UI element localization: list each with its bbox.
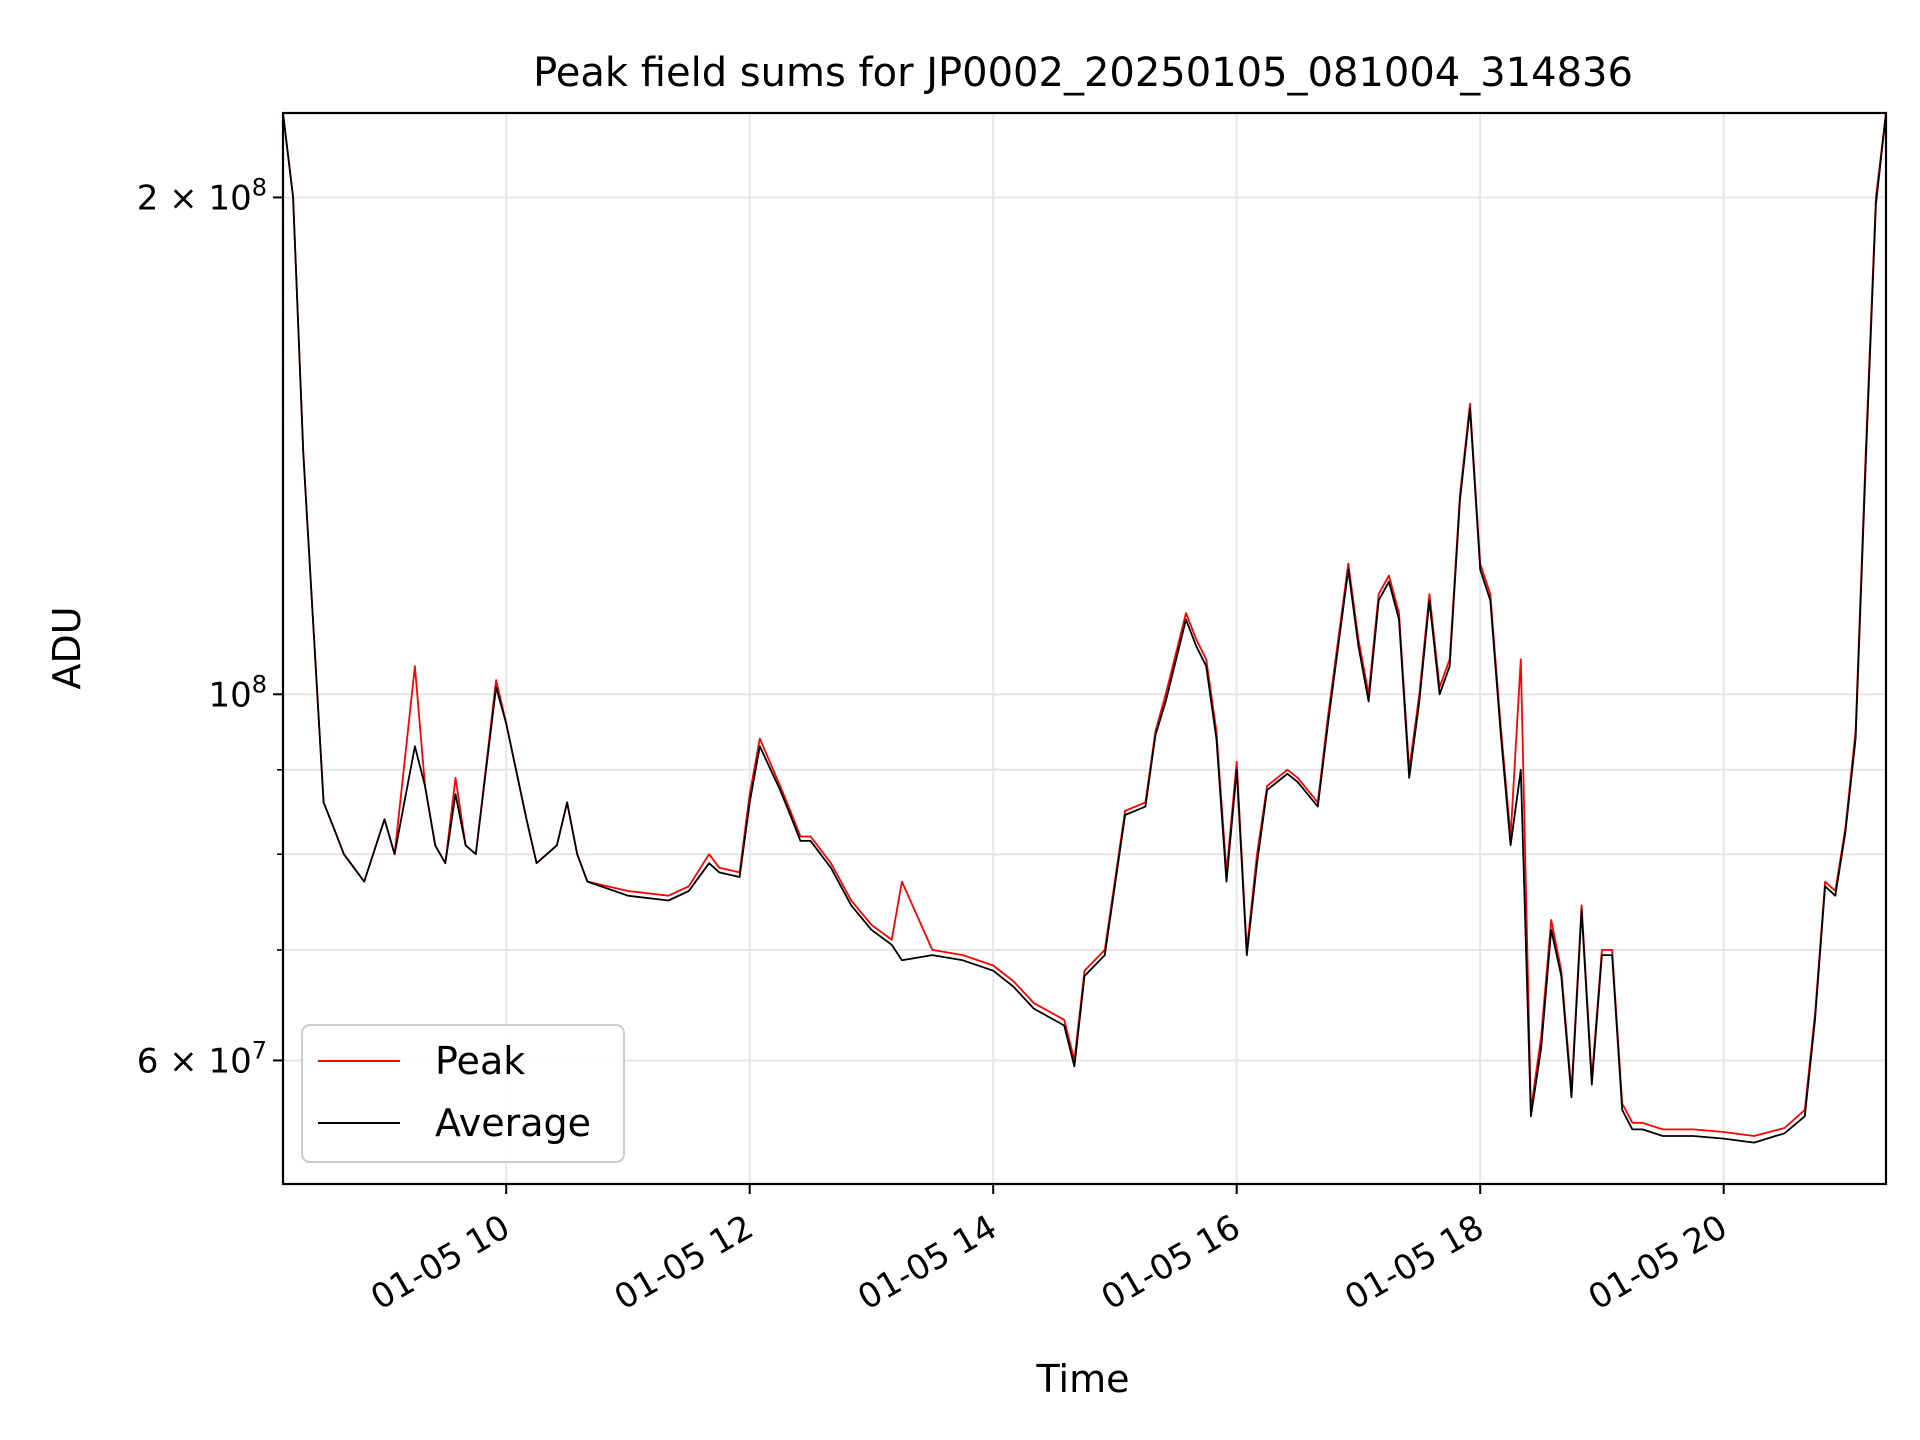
- series-line-average: [283, 113, 1886, 1144]
- y-tick-label-part: 6 ×: [137, 1041, 209, 1081]
- legend-label-peak: Peak: [435, 1039, 525, 1083]
- chart-title: Peak field sums for JP0002_20250105_0810…: [533, 50, 1633, 96]
- plot-series: [283, 113, 1886, 1144]
- y-tick-label-part: 2 ×: [137, 178, 209, 218]
- legend: Peak Average: [301, 1024, 625, 1163]
- y-axis-label: ADU: [45, 606, 89, 689]
- x-axis-label: Time: [1036, 1357, 1130, 1401]
- y-tick-label: 2 × 108: [137, 173, 267, 218]
- y-tick-label-part: 10: [208, 178, 251, 218]
- grid: [283, 113, 1886, 1184]
- y-tick-label-part: 10: [208, 675, 251, 715]
- y-tick-label: 6 × 107: [137, 1036, 267, 1081]
- y-tick-exponent: 8: [252, 670, 267, 698]
- legend-box: [301, 1024, 625, 1163]
- y-tick-label-part: 10: [208, 1041, 251, 1081]
- plot-frame: [281, 111, 1888, 1186]
- y-tick-exponent: 7: [252, 1036, 267, 1064]
- y-tick-label: 108: [208, 670, 267, 715]
- legend-label-average: Average: [435, 1101, 591, 1145]
- y-tick-exponent: 8: [252, 173, 267, 201]
